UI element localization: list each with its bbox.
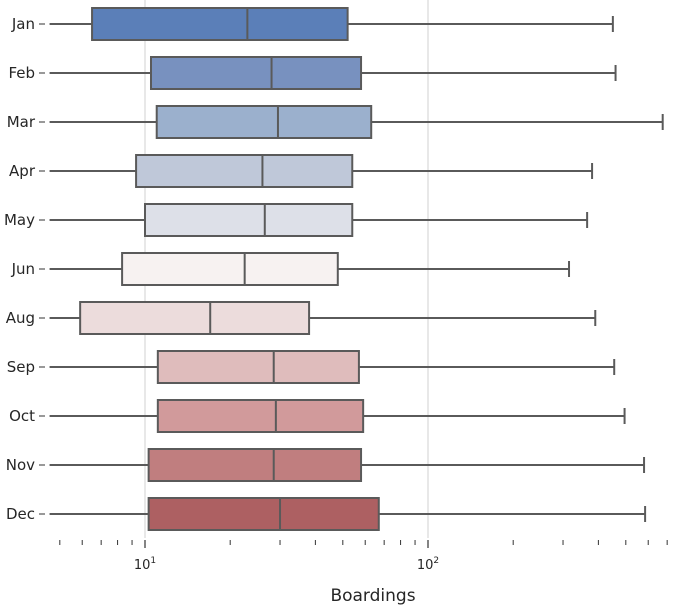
box-jun <box>49 252 571 286</box>
y-tick-label: Aug <box>6 309 35 327</box>
iqr-box <box>149 56 363 90</box>
iqr-box <box>135 154 354 188</box>
box-dec <box>49 497 647 531</box>
iqr-box <box>156 350 360 384</box>
iqr-box <box>156 399 365 433</box>
iqr-box <box>155 105 373 139</box>
box-sep <box>49 350 616 384</box>
iqr-box <box>147 448 363 482</box>
x-axis-label: Boardings <box>330 586 415 606</box>
box-apr <box>49 154 594 188</box>
axis-layer: Jan Feb Mar Apr May Jun Aug Sep Oct Nov Dec 101 102 <box>4 15 668 573</box>
iqr-box <box>79 301 311 335</box>
iqr-box <box>91 7 349 41</box>
y-tick-label: Oct <box>9 407 35 425</box>
box-mar <box>49 105 664 139</box>
x-tick-label: 102 <box>417 556 439 573</box>
box-aug <box>49 301 597 335</box>
y-tick-label: Jun <box>11 260 35 278</box>
y-tick-label: Dec <box>6 505 35 523</box>
iqr-box <box>144 203 354 237</box>
box-nov <box>49 448 646 482</box>
y-tick-label: Mar <box>7 113 36 131</box>
y-tick-label: Sep <box>7 358 35 376</box>
iqr-box <box>121 252 339 286</box>
y-tick-label: Apr <box>9 162 36 180</box>
y-tick-label: Jan <box>11 15 35 33</box>
box-oct <box>49 399 626 433</box>
box-may <box>49 203 589 237</box>
x-tick-label: 101 <box>134 556 156 573</box>
iqr-box <box>147 497 380 531</box>
y-tick-label: Nov <box>6 456 35 474</box>
y-tick-label: Feb <box>8 64 35 82</box>
y-tick-label: May <box>4 211 35 229</box>
box-feb <box>49 56 617 90</box>
box-jan <box>49 7 614 41</box>
box-layer <box>49 7 664 531</box>
